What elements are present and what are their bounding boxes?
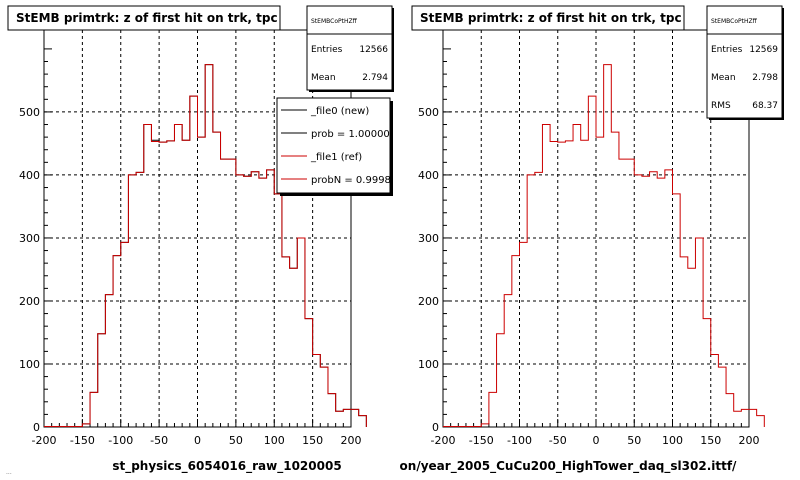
- legend-label: probN = 0.99988: [311, 175, 397, 186]
- legend-label: _file1 (ref): [310, 152, 362, 163]
- stats-label: Entries: [711, 45, 743, 55]
- chart-title: StEMB primtrk: z of first hit on trk, tp…: [16, 11, 278, 25]
- stats-value: 68.37: [752, 101, 778, 111]
- stats-label: Entries: [311, 45, 343, 55]
- x-tick-label: 50: [229, 434, 243, 447]
- title-box: [7, 5, 281, 31]
- x-tick-label: 200: [739, 434, 760, 447]
- y-tick-label: 200: [19, 295, 40, 308]
- footnote: ...: [6, 469, 12, 476]
- x-tick-label: 50: [627, 434, 641, 447]
- x-tick-label: -100: [108, 434, 133, 447]
- stats-value: 2.794: [362, 73, 388, 83]
- x-tick-label: -150: [469, 434, 494, 447]
- y-tick-label: 200: [418, 295, 439, 308]
- y-tick-label: 300: [19, 232, 40, 245]
- legend-label: _file0 (new): [310, 106, 369, 117]
- stats-label: Mean: [311, 73, 336, 83]
- stats-value: 12569: [749, 45, 778, 55]
- title-box: [411, 5, 685, 31]
- x-tick-label: 0: [194, 434, 201, 447]
- legend-entries: _file0 (new) prob = 1.000000 _file1 (ref) p…: [281, 106, 397, 186]
- y-tick-label: 400: [418, 169, 439, 182]
- chart-panel-2: -200 -150 -100 -50 0 50 100 150 200 0 100 200 300 400…: [400, 5, 784, 474]
- y-tick-label: 500: [418, 106, 439, 119]
- chart-panel-1: -200 -150 -100 -50 0 50 100 150 200 0 100 200 300 400…: [7, 5, 397, 474]
- stats-name: StEMBCoPtHZff: [711, 18, 758, 25]
- y-tick-label: 100: [418, 358, 439, 371]
- x-tick-label: -150: [70, 434, 95, 447]
- x-tick-label: 100: [264, 434, 285, 447]
- y-tick-label: 0: [432, 421, 439, 434]
- legend-box: [276, 97, 391, 194]
- stats-label: Mean: [711, 73, 736, 83]
- y-tick-label: 300: [418, 232, 439, 245]
- x-tick-label: -50: [150, 434, 168, 447]
- x-tick-label: 150: [700, 434, 721, 447]
- histogram-series-2: [81, 64, 367, 427]
- y-tick-label: 500: [19, 106, 40, 119]
- x-axis-label: st_physics_6054016_raw_1020005: [112, 459, 341, 474]
- stats-value: 2.798: [752, 73, 778, 83]
- stats-value: 12566: [359, 45, 388, 55]
- y-tick-label: 0: [33, 421, 40, 434]
- x-axis-label: on/year_2005_CuCu200_HighTower_daq_sl302…: [400, 459, 738, 474]
- stats-box: [706, 5, 783, 119]
- legend-label: prob = 1.000000: [311, 129, 396, 140]
- x-tick-label: -200: [431, 434, 456, 447]
- x-tick-label: -100: [507, 434, 532, 447]
- stats-box: [306, 5, 393, 91]
- x-tick-label: 200: [341, 434, 362, 447]
- y-tick-label: 100: [19, 358, 40, 371]
- x-tick-label: -200: [32, 434, 57, 447]
- x-tick-label: 100: [662, 434, 683, 447]
- x-tick-label: 0: [593, 434, 600, 447]
- chart-title: StEMB primtrk: z of first hit on trk, tp…: [420, 11, 682, 25]
- stats-label: RMS: [711, 101, 731, 111]
- stats-name: StEMBCoPtHZff: [311, 18, 358, 25]
- x-tick-label: 150: [302, 434, 323, 447]
- y-tick-label: 400: [19, 169, 40, 182]
- histogram-series-1: [480, 64, 765, 427]
- x-tick-label: -50: [549, 434, 567, 447]
